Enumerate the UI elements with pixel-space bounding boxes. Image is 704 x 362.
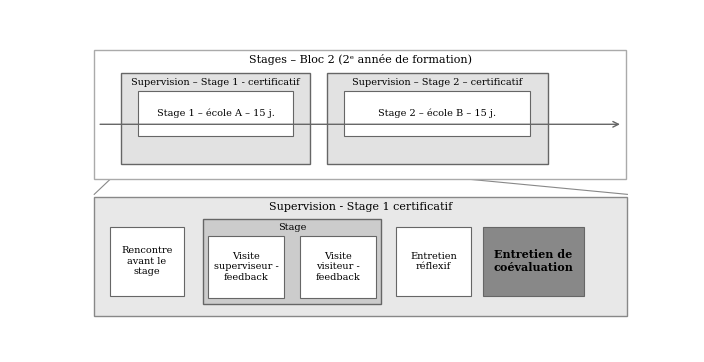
Bar <box>94 50 626 179</box>
Text: Visite
superviseur -
feedback: Visite superviseur - feedback <box>214 252 279 282</box>
Text: Supervision - Stage 1 certificatif: Supervision - Stage 1 certificatif <box>269 202 453 212</box>
Bar <box>120 73 310 164</box>
Text: Stage 2 – école B – 15 j.: Stage 2 – école B – 15 j. <box>377 109 496 118</box>
Bar <box>396 227 471 296</box>
Bar <box>483 227 584 296</box>
Text: Entretien de
coévaluation: Entretien de coévaluation <box>494 249 574 273</box>
Bar <box>94 197 627 316</box>
Text: Stages – Bloc 2 (2ᵉ année de formation): Stages – Bloc 2 (2ᵉ année de formation) <box>249 54 472 65</box>
Bar <box>208 236 284 298</box>
Text: Supervision – Stage 1 - certificatif: Supervision – Stage 1 - certificatif <box>131 78 300 87</box>
Bar <box>110 227 184 296</box>
Text: Visite
visiteur -
feedback: Visite visiteur - feedback <box>315 252 360 282</box>
Bar <box>327 73 548 164</box>
Bar <box>203 219 381 304</box>
Bar <box>344 91 529 136</box>
Text: Stage 1 – école A – 15 j.: Stage 1 – école A – 15 j. <box>157 109 275 118</box>
Text: Entretien
réflexif: Entretien réflexif <box>410 252 457 271</box>
Bar <box>300 236 375 298</box>
Text: Stage: Stage <box>277 223 306 232</box>
Text: Rencontre
avant le
stage: Rencontre avant le stage <box>121 247 172 276</box>
Text: Supervision – Stage 2 – certificatif: Supervision – Stage 2 – certificatif <box>352 78 522 87</box>
Bar <box>139 91 294 136</box>
